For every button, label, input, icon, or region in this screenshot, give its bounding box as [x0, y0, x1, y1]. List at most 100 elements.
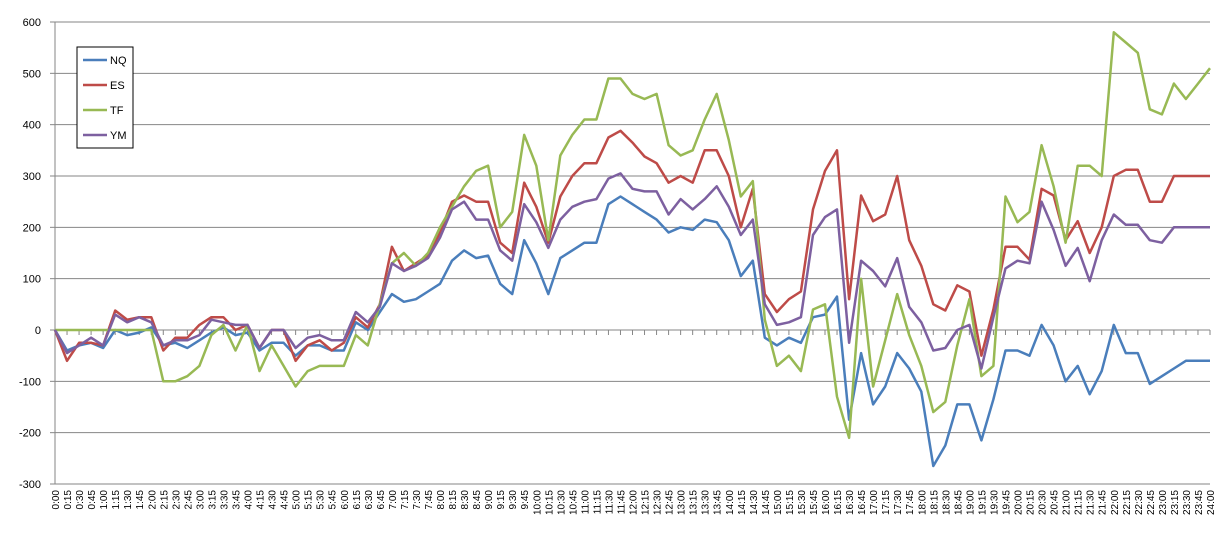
x-tick-label: 3:00: [195, 490, 206, 510]
x-tick-label: 0:45: [87, 490, 98, 510]
x-tick-label: 22:00: [1110, 490, 1121, 515]
x-tick-label: 16:00: [821, 490, 832, 515]
x-tick-label: 13:30: [701, 490, 712, 515]
x-tick-label: 12:45: [665, 490, 676, 515]
x-tick-label: 1:15: [111, 490, 122, 510]
x-tick-label: 9:45: [520, 490, 531, 510]
x-tick-label: 23:15: [1170, 490, 1181, 515]
x-tick-label: 18:30: [941, 490, 952, 515]
x-tick-label: 11:00: [580, 490, 591, 515]
x-tick-label: 18:45: [953, 490, 964, 515]
series-line: [55, 31, 1211, 440]
y-tick-label: -300: [19, 479, 41, 491]
x-tick-label: 0:15: [63, 490, 74, 510]
x-tick-label: 20:00: [1014, 490, 1025, 515]
x-tick-label: 7:15: [400, 490, 411, 510]
x-tick-label: 2:45: [183, 490, 194, 510]
x-tick-label: 15:30: [797, 490, 808, 515]
legend-label: NQ: [110, 55, 127, 67]
x-tick-label: 2:15: [159, 490, 170, 510]
x-tick-label: 11:45: [616, 490, 627, 515]
y-tick-label: -200: [19, 428, 41, 440]
x-tick-label: 3:30: [219, 490, 230, 510]
x-tick-label: 4:15: [256, 490, 267, 510]
x-tick-label: 20:45: [1050, 490, 1061, 515]
x-tick-label: 14:15: [737, 490, 748, 515]
x-tick-label: 4:00: [244, 490, 255, 510]
x-tick-label: 2:00: [147, 490, 158, 510]
x-tick-label: 18:00: [917, 490, 928, 515]
x-tick-label: 11:15: [592, 490, 603, 515]
x-tick-label: 12:30: [653, 490, 664, 515]
x-tick-label: 22:15: [1122, 490, 1133, 515]
x-tick-label: 13:00: [677, 490, 688, 515]
x-tick-label: 21:30: [1086, 490, 1097, 515]
y-tick-label: -100: [19, 376, 41, 388]
legend-label: ES: [110, 80, 125, 92]
x-tick-label: 17:15: [881, 490, 892, 515]
x-tick-label: 1:00: [99, 490, 110, 510]
legend-box: [76, 46, 134, 149]
x-tick-label: 3:45: [231, 490, 242, 510]
x-tick-label: 8:00: [436, 490, 447, 510]
x-tick-label: 10:00: [532, 490, 543, 515]
x-tick-label: 24:00: [1206, 490, 1217, 515]
x-tick-label: 23:45: [1194, 490, 1205, 515]
x-tick-label: 19:30: [989, 490, 1000, 515]
x-tick-label: 22:45: [1146, 490, 1157, 515]
x-tick-label: 17:00: [869, 490, 880, 515]
x-tick-label: 21:00: [1062, 490, 1073, 515]
legend-label: TF: [110, 105, 124, 117]
x-tick-label: 10:30: [556, 490, 567, 515]
x-tick-label: 13:45: [713, 490, 724, 515]
x-tick-label: 2:30: [171, 490, 182, 510]
x-tick-label: 4:30: [268, 490, 279, 510]
series-line: [53, 195, 1210, 468]
x-tick-label: 23:30: [1182, 490, 1193, 515]
x-tick-label: 3:15: [207, 490, 218, 510]
x-tick-label: 0:30: [75, 490, 86, 510]
x-tick-label: 8:15: [448, 490, 459, 510]
x-tick-label: 6:45: [376, 490, 387, 510]
x-tick-label: 4:45: [280, 490, 291, 510]
y-tick-label: 200: [23, 222, 41, 234]
x-tick-label: 8:45: [472, 490, 483, 510]
x-tick-label: 1:45: [135, 490, 146, 510]
x-tick-label: 7:00: [388, 490, 399, 510]
x-tick-label: 23:00: [1158, 490, 1169, 515]
x-tick-label: 20:30: [1038, 490, 1049, 515]
x-tick-label: 21:45: [1098, 490, 1109, 515]
x-tick-label: 14:30: [749, 490, 760, 515]
x-tick-label: 12:00: [629, 490, 640, 515]
x-tick-label: 6:15: [352, 490, 363, 510]
x-tick-label: 5:00: [292, 490, 303, 510]
x-tick-label: 9:30: [508, 490, 519, 510]
y-tick-label: 500: [23, 68, 41, 80]
y-tick-label: 100: [23, 274, 41, 286]
y-tick-label: 300: [23, 171, 41, 183]
y-tick-label: 0: [35, 325, 41, 337]
y-tick-label: 400: [23, 120, 41, 132]
x-tick-label: 16:15: [833, 490, 844, 515]
legend-label: YM: [110, 130, 127, 142]
x-tick-label: 19:15: [977, 490, 988, 515]
x-tick-label: 6:30: [364, 490, 375, 510]
x-tick-label: 14:00: [725, 490, 736, 515]
x-tick-label: 10:15: [544, 490, 555, 515]
x-tick-label: 19:45: [1001, 490, 1012, 515]
x-tick-label: 10:45: [568, 490, 579, 515]
x-tick-label: 19:00: [965, 490, 976, 515]
x-tick-label: 15:00: [773, 490, 784, 515]
x-tick-label: 17:45: [905, 490, 916, 515]
x-tick-label: 9:15: [496, 490, 507, 510]
x-tick-label: 21:15: [1074, 490, 1085, 515]
x-tick-label: 7:45: [424, 490, 435, 510]
series-line: [53, 172, 1210, 370]
x-tick-label: 9:00: [484, 490, 495, 510]
x-tick-label: 18:15: [929, 490, 940, 515]
x-tick-label: 5:30: [316, 490, 327, 510]
x-tick-label: 7:30: [412, 490, 423, 510]
x-tick-label: 1:30: [123, 490, 134, 510]
x-tick-label: 16:45: [857, 490, 868, 515]
